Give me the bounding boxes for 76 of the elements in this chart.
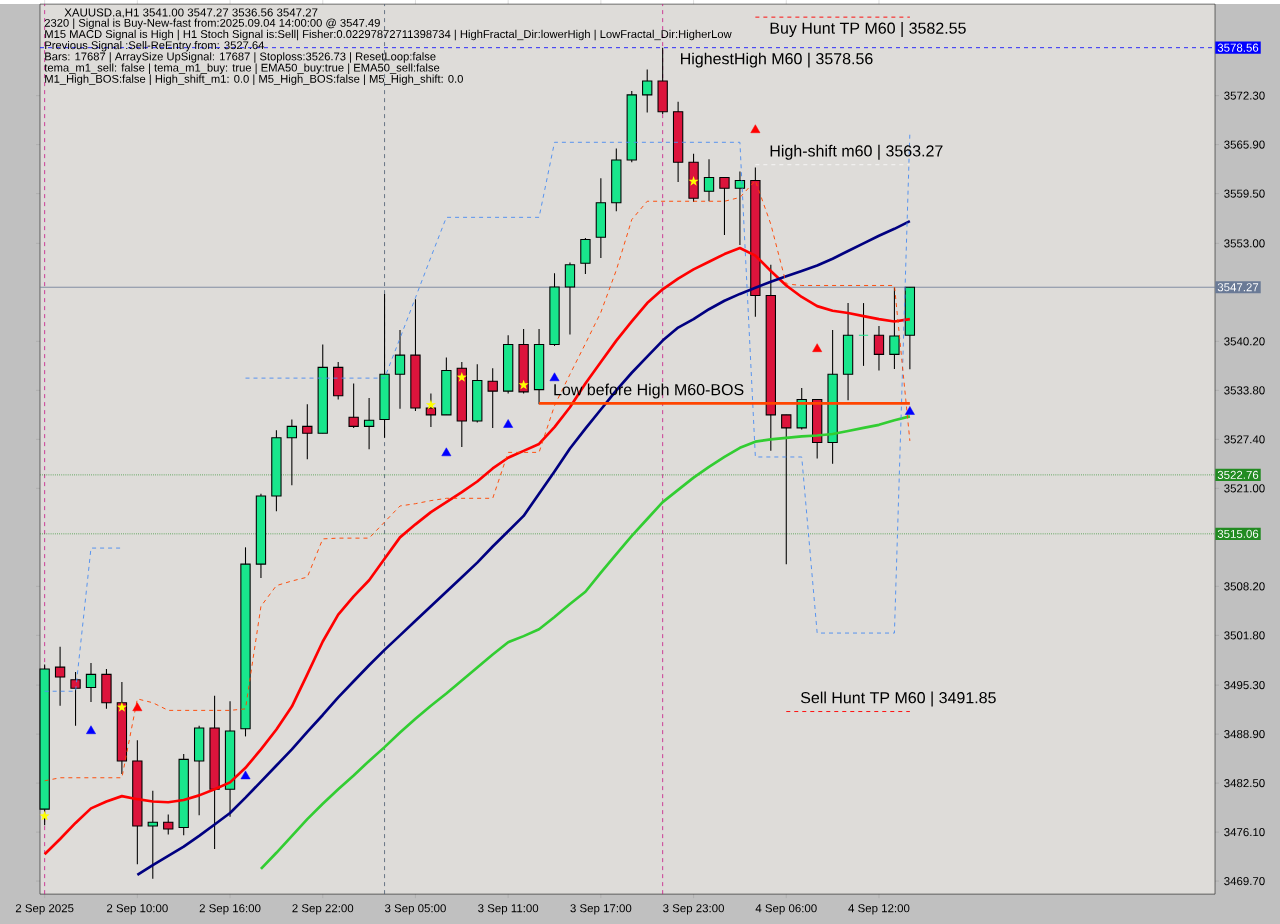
point (750, 124, 761, 133)
x-tick-label: 4 Sep 06:00 (755, 904, 817, 915)
candlestick (54, 646, 66, 707)
point (132, 702, 143, 711)
point (441, 447, 452, 457)
y-tick-label: 3565.90 (1224, 140, 1265, 149)
candlestick (564, 261, 576, 335)
candlestick (858, 302, 869, 367)
chart-title: XAUUSD.a,H1 3541.00 3547.27 3536.56 3547.27 (64, 8, 318, 18)
point (39, 810, 50, 821)
x-tick-label: 3 Sep 05:00 (384, 904, 446, 915)
candlestick (302, 403, 313, 460)
candlestick (286, 418, 298, 486)
ref-line-label: 3547.27 (1217, 283, 1259, 292)
x-tick-label: 2 Sep 10:00 (107, 904, 168, 915)
candlestick (781, 414, 792, 565)
y-tick-label: 3488.90 (1224, 729, 1265, 739)
candlestick (703, 158, 715, 202)
y-tick-label: 3476.10 (1224, 827, 1265, 837)
annotation: High-shift m60 | 3563.27 (770, 144, 943, 160)
point (688, 175, 699, 186)
candlestick (163, 813, 174, 835)
point (812, 343, 823, 352)
annotation: Buy Hunt TP M60 | 3582.55 (770, 22, 966, 37)
y-tick-label: 3559.50 (1224, 189, 1265, 198)
candlestick (580, 237, 591, 275)
candlestick (348, 382, 359, 429)
annotation: Previous Signal :Sell-ReEntry from: 3527.64 (45, 40, 265, 52)
point (456, 371, 467, 382)
x-tick-label: 4 Sep 12:00 (848, 904, 910, 915)
x-tick-label: 3 Sep 11:00 (478, 904, 539, 915)
annotation: Sell Hunt TP M60 | 3491.85 (800, 691, 996, 707)
ref-line-label: 3578.56 (1217, 43, 1259, 52)
ref-line-label: 3522.76 (1217, 470, 1259, 479)
y-tick-label: 3495.30 (1224, 680, 1265, 690)
candlestick (734, 170, 746, 246)
y-tick-label: 3508.20 (1224, 582, 1265, 591)
candlestick (425, 392, 437, 428)
point (240, 770, 251, 780)
annotation: 2320 | Signal is Buy-New-fast from:2025.09.04 14:00:00 @ 3547.49 (44, 18, 380, 30)
x-tick-label: 3 Sep 17:00 (570, 904, 632, 915)
candlestick (394, 329, 406, 410)
point (503, 419, 514, 428)
point (518, 379, 529, 390)
annotation: M15 MACD Signal is High | H1 Stoch Signal is:Sell| Fisher:0.02297872711398734 | HighFractal_Dir:lowerHigh | LowFractal_Dir:HigherLow (45, 29, 732, 41)
y-tick-label: 3469.70 (1224, 876, 1265, 886)
y-tick-label: 3540.20 (1224, 337, 1265, 346)
candlestick (642, 68, 653, 113)
candlestick (147, 790, 158, 880)
x-tick-label: 2 Sep 2025 (15, 904, 74, 915)
x-tick-label: 3 Sep 23:00 (663, 904, 725, 915)
point (116, 701, 127, 712)
point (425, 399, 436, 410)
candlestick (487, 367, 498, 429)
annotation: Bars: 17687 | ArraySize UpSignal: 17687 | Stoploss:3526.73 | ResetLoop:false (45, 52, 436, 63)
x-tick-label: 2 Sep 22:00 (292, 904, 354, 915)
point (904, 406, 915, 415)
annotation: M1_High_BOS:false | High_shift_m1: 0.0 | M5_High_BOS:false | M5_High_shift: 0.0 (45, 74, 463, 86)
y-tick-label: 3482.50 (1224, 778, 1265, 788)
point (86, 725, 96, 734)
annotation: tema_m1_sell: false | tema_m1_buy: true | EMA50_buy:true | EMA50_sell:false (44, 63, 440, 74)
candlestick (719, 176, 730, 236)
y-tick-label: 3572.30 (1224, 91, 1265, 100)
candlestick (70, 671, 81, 727)
candlestick (85, 662, 97, 703)
y-tick-label: 3501.80 (1224, 631, 1265, 640)
y-tick-label: 3553.00 (1224, 239, 1265, 248)
y-tick-label: 3527.40 (1224, 435, 1265, 444)
candlestick (873, 325, 885, 371)
annotation: HighestHigh M60 | 3578.56 (681, 52, 873, 68)
y-tick-label: 3533.80 (1224, 386, 1265, 395)
point (549, 372, 560, 381)
x-tick-label: 2 Sep 16:00 (199, 904, 261, 915)
y-tick-label: 3521.00 (1224, 484, 1265, 493)
ref-line-label: 3515.06 (1217, 529, 1259, 538)
candlestick (363, 397, 375, 450)
